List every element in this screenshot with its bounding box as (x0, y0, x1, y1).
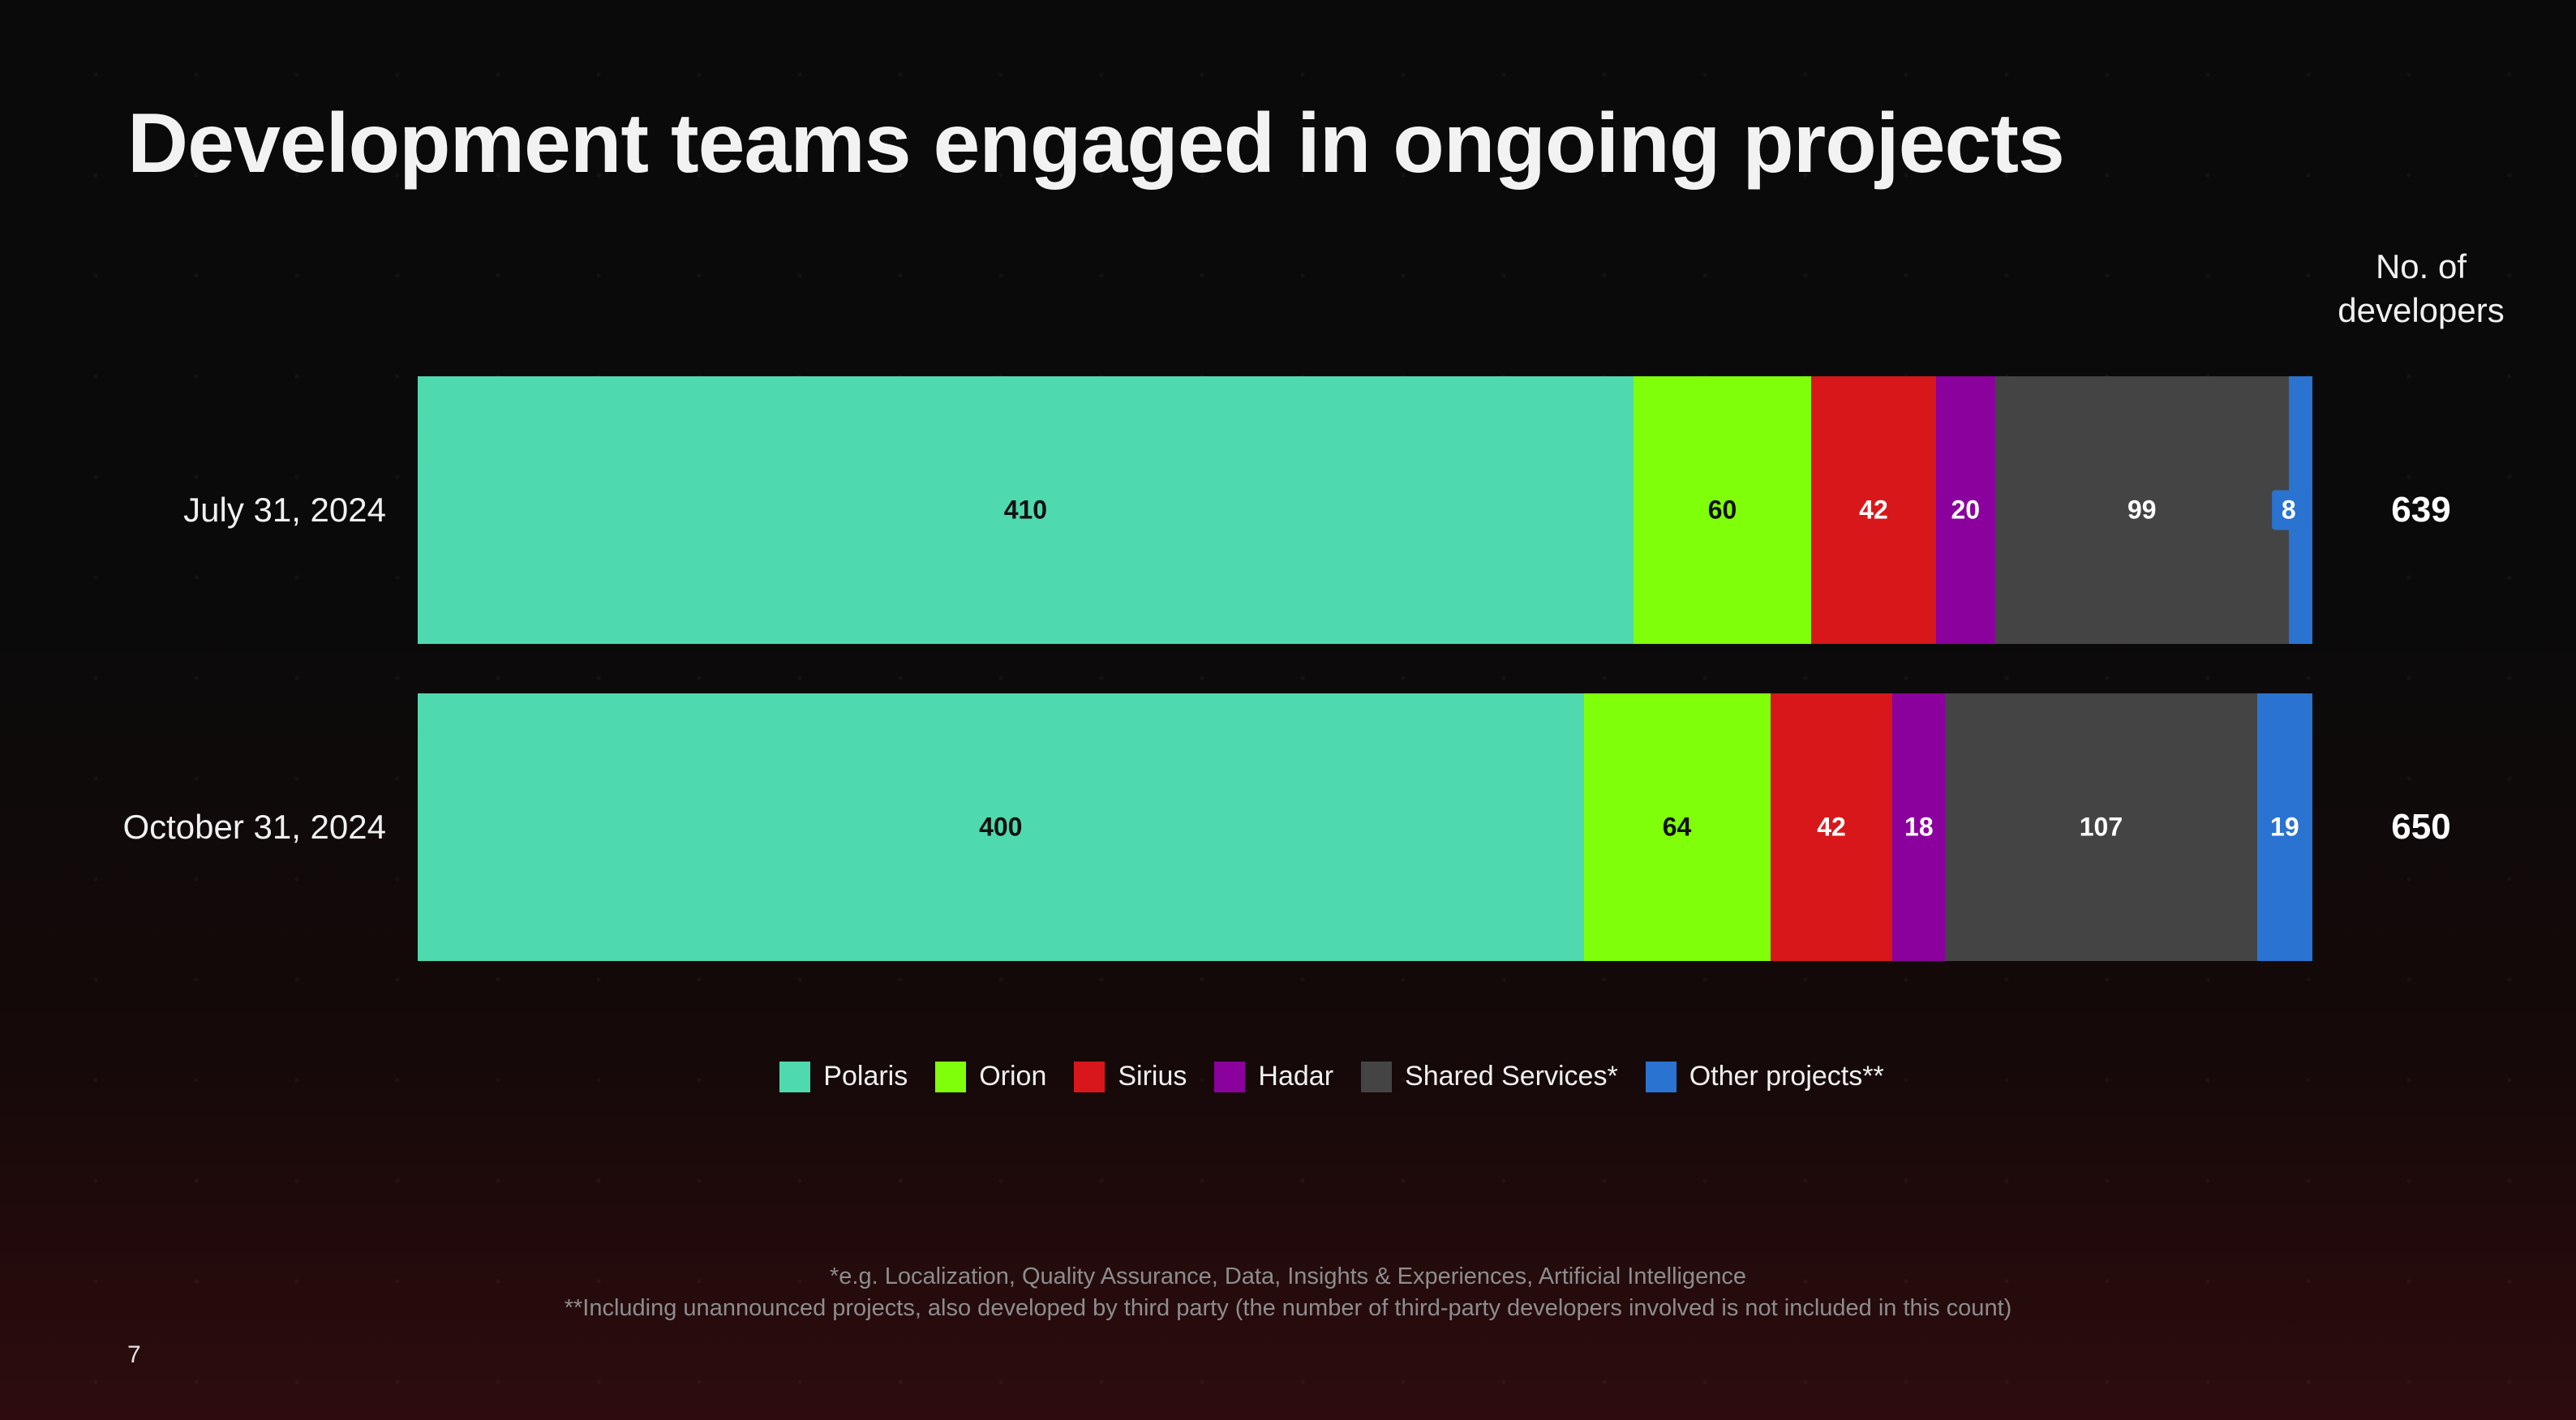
bar-segment (1770, 693, 1893, 961)
legend-label: Hadar (1258, 1061, 1334, 1092)
total-header-line-1: No. of (2375, 247, 2467, 285)
legend-item: Other projects** (1645, 1061, 1884, 1092)
legend-label: Polaris (823, 1061, 908, 1092)
bar-segment (2256, 693, 2312, 961)
data-label: 60 (1707, 495, 1737, 525)
legend-item: Hadar (1214, 1061, 1333, 1092)
data-label: 42 (1817, 812, 1846, 842)
data-label: 410 (1003, 495, 1048, 525)
bar-segment (418, 693, 1584, 961)
bar-segment (1583, 693, 1771, 961)
bar-segment (418, 376, 1634, 644)
legend-swatch (1361, 1061, 1393, 1092)
legend-item: Polaris (779, 1061, 908, 1092)
legend-label: Other projects** (1689, 1061, 1884, 1092)
data-label: 18 (1904, 812, 1934, 842)
legend-swatch (1074, 1061, 1106, 1092)
bar-segment (1811, 376, 1936, 644)
row-total: 650 (2391, 807, 2451, 847)
total-header-line-2: developers (2338, 291, 2505, 329)
data-label: 42 (1859, 495, 1888, 525)
data-label: 8 (2271, 490, 2306, 530)
legend-label: Orion (979, 1061, 1047, 1092)
legend-swatch (1214, 1061, 1246, 1092)
legend-item: Shared Services* (1361, 1061, 1618, 1092)
total-column-header: No. of developers (2303, 245, 2539, 332)
bar-segment (1633, 376, 1812, 644)
legend-label: Sirius (1118, 1061, 1187, 1092)
data-label: 99 (2127, 495, 2157, 525)
bar-row: 410 60 42 20 99 8 (418, 376, 2312, 644)
footnote-shared-services: *e.g. Localization, Quality Assurance, D… (830, 1263, 1746, 1289)
legend-item: Orion (935, 1061, 1046, 1092)
legend-label: Shared Services* (1405, 1061, 1618, 1092)
page-title: Development teams engaged in ongoing pro… (127, 97, 2065, 191)
row-label: July 31, 2024 (183, 491, 386, 529)
bar-row: 400 64 42 18 107 19 (418, 693, 2312, 961)
legend-swatch (779, 1061, 811, 1092)
legend-item: Sirius (1074, 1061, 1187, 1092)
bar-segment (1994, 376, 2289, 644)
page-number: 7 (127, 1341, 141, 1368)
data-label: 19 (2270, 812, 2299, 842)
footnote-other-projects: **Including unannounced projects, also d… (564, 1295, 2012, 1321)
data-label: 64 (1662, 812, 1692, 842)
bar-segment (1935, 376, 1995, 644)
bar-segment (1945, 693, 2257, 961)
legend-swatch (935, 1061, 967, 1092)
legend-swatch (1645, 1061, 1677, 1092)
bar-segment (1892, 693, 1946, 961)
data-label: 20 (1951, 495, 1981, 525)
chart-legend: Polaris Orion Sirius Hadar Shared Services* O… (0, 1061, 2576, 1092)
row-total: 639 (2391, 490, 2451, 530)
data-label: 107 (2079, 812, 2123, 842)
row-label: October 31, 2024 (122, 808, 386, 846)
data-label: 400 (979, 812, 1023, 842)
